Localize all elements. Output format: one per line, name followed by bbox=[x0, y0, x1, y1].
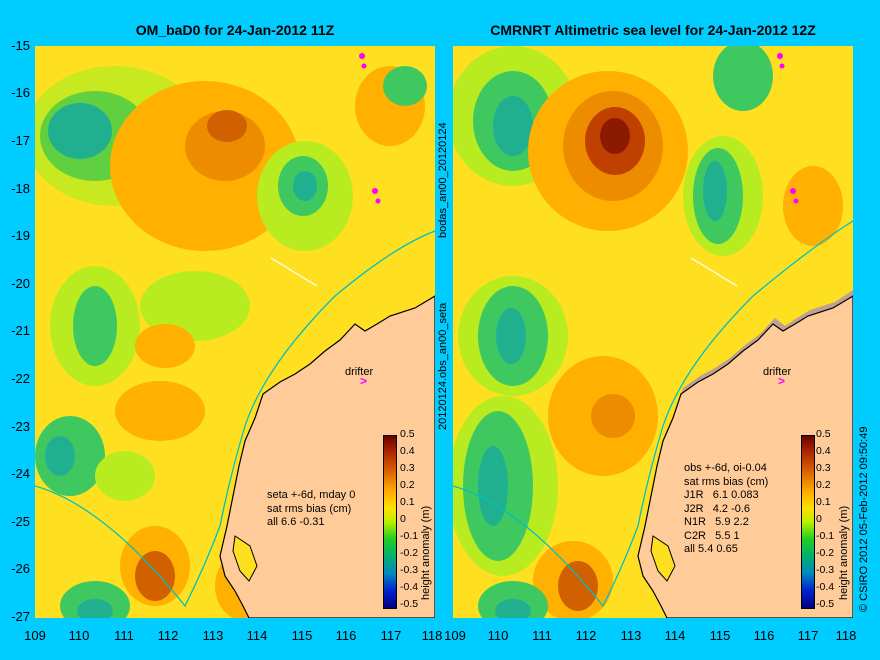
left-stats: seta +-6d, mday 0 sat rms bias (cm) all 6.… bbox=[267, 489, 355, 530]
lon-tick: 114 bbox=[246, 628, 268, 643]
cb-tick: 0.1 bbox=[400, 496, 415, 508]
lon-tick: 112 bbox=[575, 628, 597, 643]
lon-tick: 113 bbox=[620, 628, 642, 643]
cb-tick: -0.1 bbox=[816, 530, 835, 542]
stats-line: N1R 5.9 2.2 bbox=[684, 516, 749, 528]
stats-line: all 6.6 -0.31 bbox=[267, 516, 325, 528]
stats-line: sat rms bias (cm) bbox=[267, 502, 352, 515]
drifter-arrow-icon: > bbox=[778, 374, 786, 388]
cb-tick: 0.3 bbox=[816, 462, 831, 474]
bathymetry-contour bbox=[35, 230, 435, 608]
cb-tick: -0.2 bbox=[816, 547, 835, 559]
stats-line: all 5.4 0.65 bbox=[684, 543, 738, 555]
drifter-label: drifter bbox=[763, 366, 792, 378]
section-line bbox=[690, 257, 738, 287]
right-map-panel bbox=[453, 46, 853, 618]
lat-tick: -18 bbox=[11, 181, 30, 196]
cb-tick: 0.2 bbox=[816, 479, 831, 491]
left-map-svg bbox=[35, 46, 435, 618]
lon-tick: 109 bbox=[24, 628, 46, 643]
cb-tick: 0 bbox=[400, 513, 406, 525]
lon-tick: 117 bbox=[380, 628, 402, 643]
lat-tick: -17 bbox=[11, 133, 30, 148]
cb-tick: 0.3 bbox=[400, 462, 415, 474]
lon-tick: 114 bbox=[664, 628, 686, 643]
right-map-svg bbox=[453, 46, 853, 618]
obs-file-label: 20120124.obs_an00_seta bbox=[437, 302, 449, 430]
lon-tick: 116 bbox=[335, 628, 357, 643]
cb-tick: 0.5 bbox=[816, 428, 831, 440]
lat-tick: -27 bbox=[11, 609, 30, 624]
lon-tick: 113 bbox=[202, 628, 224, 643]
lat-tick: -19 bbox=[11, 228, 30, 243]
lon-tick: 115 bbox=[709, 628, 731, 643]
lat-tick: -24 bbox=[11, 466, 30, 481]
cb-tick: -0.4 bbox=[400, 581, 419, 593]
left-colorbar-label: height anomaly (m) bbox=[420, 505, 432, 600]
lon-tick: 112 bbox=[157, 628, 179, 643]
cb-tick: 0.4 bbox=[400, 445, 415, 457]
section-line bbox=[270, 257, 318, 287]
island-markers bbox=[359, 53, 381, 204]
cb-tick: 0.4 bbox=[816, 445, 831, 457]
lon-tick: 110 bbox=[68, 628, 90, 643]
lon-tick: 117 bbox=[797, 628, 819, 643]
lat-tick: -26 bbox=[11, 561, 30, 576]
lon-tick: 115 bbox=[291, 628, 313, 643]
drifter-label: drifter bbox=[345, 366, 374, 378]
cb-tick: -0.5 bbox=[816, 598, 835, 610]
stats-line: sat rms bias (cm) bbox=[684, 475, 769, 488]
lon-tick: 110 bbox=[487, 628, 509, 643]
left-colorbar bbox=[383, 435, 397, 609]
lat-tick: -21 bbox=[11, 323, 30, 338]
stats-line: J1R 6.1 0.083 bbox=[684, 489, 759, 501]
shark-bay-inlet bbox=[232, 535, 258, 582]
bodas-file-label: bodas_an00_20120124 bbox=[437, 122, 449, 238]
island-markers bbox=[777, 53, 799, 204]
stats-line: C2R 5.5 1 bbox=[684, 529, 740, 542]
lat-tick: -23 bbox=[11, 419, 30, 434]
cb-tick: -0.2 bbox=[400, 547, 419, 559]
right-colorbar bbox=[801, 435, 815, 609]
drifter-arrow-icon: > bbox=[360, 374, 368, 388]
lon-tick: 118 bbox=[835, 628, 857, 643]
lon-tick: 111 bbox=[532, 628, 552, 643]
cb-tick: -0.3 bbox=[816, 564, 835, 576]
cb-tick: -0.1 bbox=[400, 530, 419, 542]
lon-tick: 111 bbox=[114, 628, 134, 643]
stats-line: obs +-6d, oi-0.04 bbox=[684, 462, 767, 474]
left-map-panel bbox=[35, 46, 435, 618]
copyright-timestamp: © CSIRO 2012 05-Feb-2012 09:50:49 bbox=[858, 426, 870, 612]
lat-tick: -15 bbox=[11, 38, 30, 53]
cb-tick: 0.5 bbox=[400, 428, 415, 440]
lon-tick: 109 bbox=[444, 628, 466, 643]
lon-tick: 118 bbox=[421, 628, 443, 643]
lat-tick: -25 bbox=[11, 514, 30, 529]
lon-tick: 116 bbox=[753, 628, 775, 643]
cb-tick: -0.5 bbox=[400, 598, 419, 610]
stats-line: J2R 4.2 -0.6 bbox=[684, 502, 751, 515]
lat-tick: -16 bbox=[11, 85, 30, 100]
cb-tick: -0.3 bbox=[400, 564, 419, 576]
bathymetry-contour bbox=[453, 220, 853, 608]
cb-tick: 0 bbox=[816, 513, 822, 525]
shark-bay-inlet bbox=[650, 535, 676, 582]
right-panel-title: CMRNRT Altimetric sea level for 24-Jan-2… bbox=[490, 22, 816, 38]
left-panel-title: OM_baD0 for 24-Jan-2012 11Z bbox=[135, 22, 335, 38]
lat-tick: -22 bbox=[11, 371, 30, 386]
land-mass bbox=[219, 295, 435, 618]
right-colorbar-label: height anomaly (m) bbox=[838, 505, 850, 600]
cb-tick: 0.2 bbox=[400, 479, 415, 491]
land-mass bbox=[637, 295, 853, 618]
cb-tick: 0.1 bbox=[816, 496, 831, 508]
cb-tick: -0.4 bbox=[816, 581, 835, 593]
stats-line: seta +-6d, mday 0 bbox=[267, 489, 356, 501]
right-stats: obs +-6d, oi-0.04 sat rms bias (cm) J1R 6.… bbox=[684, 462, 768, 557]
lat-tick: -20 bbox=[11, 276, 30, 291]
anomaly-blobs bbox=[35, 66, 427, 618]
